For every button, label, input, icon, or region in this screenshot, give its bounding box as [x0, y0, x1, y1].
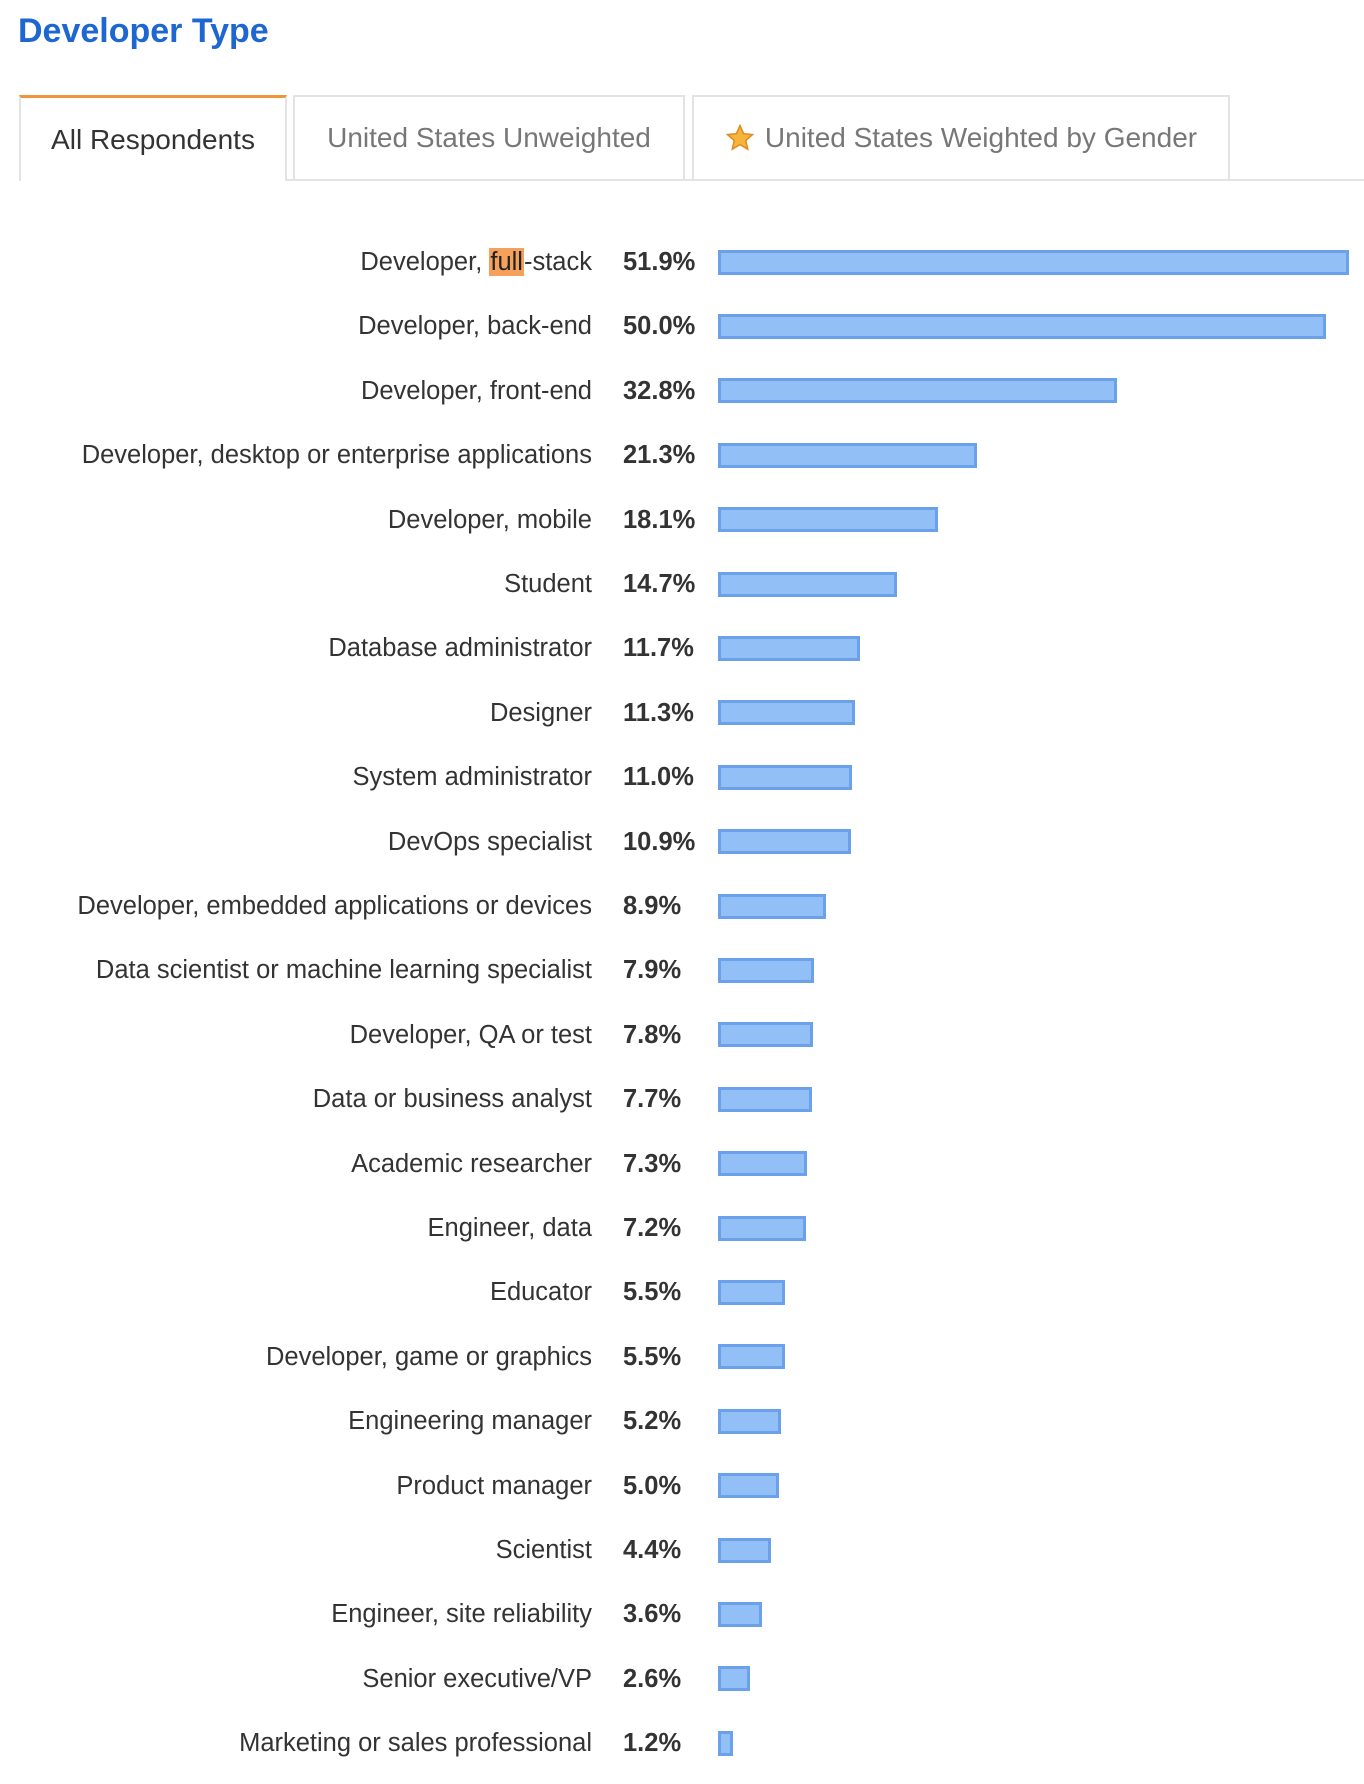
category-label: Student [504, 570, 592, 598]
value-label: 11.0% [623, 763, 694, 792]
category-label: Engineering manager [348, 1407, 592, 1436]
value-label: 5.0% [623, 1471, 682, 1500]
bar [718, 1215, 806, 1241]
tab[interactable]: All Respondents [19, 95, 287, 181]
bar [718, 1601, 762, 1627]
category-label: System administrator [352, 763, 593, 792]
category-label: Developer, mobile [387, 505, 592, 534]
category-label: Data scientist or machine learning speci… [95, 956, 592, 985]
tab-label: United States Weighted by Gender [764, 122, 1198, 153]
value-label: 7.2% [623, 1214, 682, 1242]
category-label: Senior executive/VP [362, 1664, 592, 1693]
value-label: 11.3% [623, 698, 694, 727]
bar [718, 1086, 812, 1112]
bar [718, 635, 861, 661]
category-label: Developer, back-end [358, 312, 592, 341]
category-label: Designer [489, 698, 592, 727]
value-label: 1.2% [623, 1729, 682, 1758]
bar [718, 1473, 779, 1499]
tab-label: All Respondents [51, 123, 255, 155]
bar [718, 829, 851, 855]
category-label: Developer, full-stack [360, 248, 592, 276]
search-highlight: full [489, 248, 524, 276]
bar [718, 378, 1117, 404]
value-label: 14.7% [623, 570, 696, 598]
value-label: 4.4% [623, 1536, 682, 1564]
category-label: Developer, desktop or enterprise applica… [81, 441, 592, 470]
value-label: 7.8% [623, 1020, 682, 1049]
star-icon [725, 123, 755, 151]
bar [718, 249, 1349, 275]
value-label: 5.5% [623, 1342, 682, 1371]
category-label: Product manager [396, 1471, 592, 1500]
value-label: 51.9% [623, 248, 696, 276]
category-label: Marketing or sales professional [239, 1729, 592, 1758]
value-label: 18.1% [623, 505, 696, 534]
tab[interactable]: United States Unweighted [293, 95, 685, 179]
category-label: Developer, game or graphics [265, 1342, 592, 1371]
bar [718, 1666, 750, 1692]
tab-label: United States Unweighted [327, 122, 651, 153]
bar [718, 1344, 785, 1370]
bar [718, 1022, 813, 1048]
bar [718, 1537, 772, 1563]
category-label: Data or business analyst [312, 1085, 592, 1114]
bar [718, 313, 1326, 339]
value-label: 10.9% [623, 827, 696, 856]
value-label: 32.8% [623, 376, 696, 405]
value-label: 7.3% [623, 1149, 682, 1178]
bar [718, 957, 815, 983]
value-label: 8.9% [623, 892, 682, 920]
value-label: 5.5% [623, 1278, 682, 1307]
category-label: Academic researcher [351, 1149, 592, 1178]
bar [718, 507, 939, 533]
bar [718, 1730, 733, 1756]
bar [718, 893, 827, 919]
bar [718, 1151, 807, 1177]
category-label: Engineer, data [427, 1214, 592, 1242]
category-label: Developer, QA or test [349, 1020, 592, 1049]
value-label: 21.3% [623, 441, 696, 470]
value-label: 11.7% [623, 634, 694, 663]
category-label: Developer, embedded applications or devi… [77, 892, 592, 920]
value-label: 5.2% [623, 1407, 682, 1436]
value-label: 50.0% [623, 312, 696, 341]
category-label: DevOps specialist [387, 827, 592, 856]
category-label: Scientist [495, 1536, 592, 1564]
bar [718, 442, 977, 468]
tab[interactable]: United States Weighted by Gender [692, 95, 1230, 179]
value-label: 3.6% [623, 1600, 682, 1629]
bar [718, 571, 897, 597]
value-label: 7.7% [623, 1085, 682, 1114]
bar [718, 1408, 782, 1434]
category-label: Educator [489, 1278, 592, 1307]
category-label: Database administrator [328, 634, 592, 663]
category-label: Developer, front-end [360, 376, 592, 405]
bar [718, 1279, 785, 1305]
page-title: Developer Type [18, 12, 269, 50]
bar [718, 764, 852, 790]
category-label: Engineer, site reliability [331, 1600, 592, 1629]
bar [718, 700, 856, 726]
value-label: 7.9% [623, 956, 682, 985]
value-label: 2.6% [623, 1664, 682, 1693]
tab-divider [19, 179, 1364, 181]
